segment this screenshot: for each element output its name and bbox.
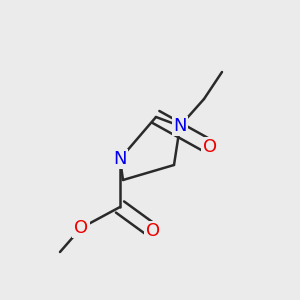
Text: O: O bbox=[74, 219, 88, 237]
Text: O: O bbox=[203, 138, 217, 156]
Text: N: N bbox=[113, 150, 127, 168]
Text: N: N bbox=[173, 117, 187, 135]
Text: O: O bbox=[146, 222, 160, 240]
